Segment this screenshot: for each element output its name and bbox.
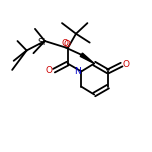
Text: O: O xyxy=(46,66,53,75)
Text: O: O xyxy=(122,60,129,69)
Text: N: N xyxy=(74,67,81,76)
Text: O: O xyxy=(61,39,68,48)
Polygon shape xyxy=(80,53,94,64)
Text: Si: Si xyxy=(38,38,46,47)
Text: O: O xyxy=(63,40,70,49)
